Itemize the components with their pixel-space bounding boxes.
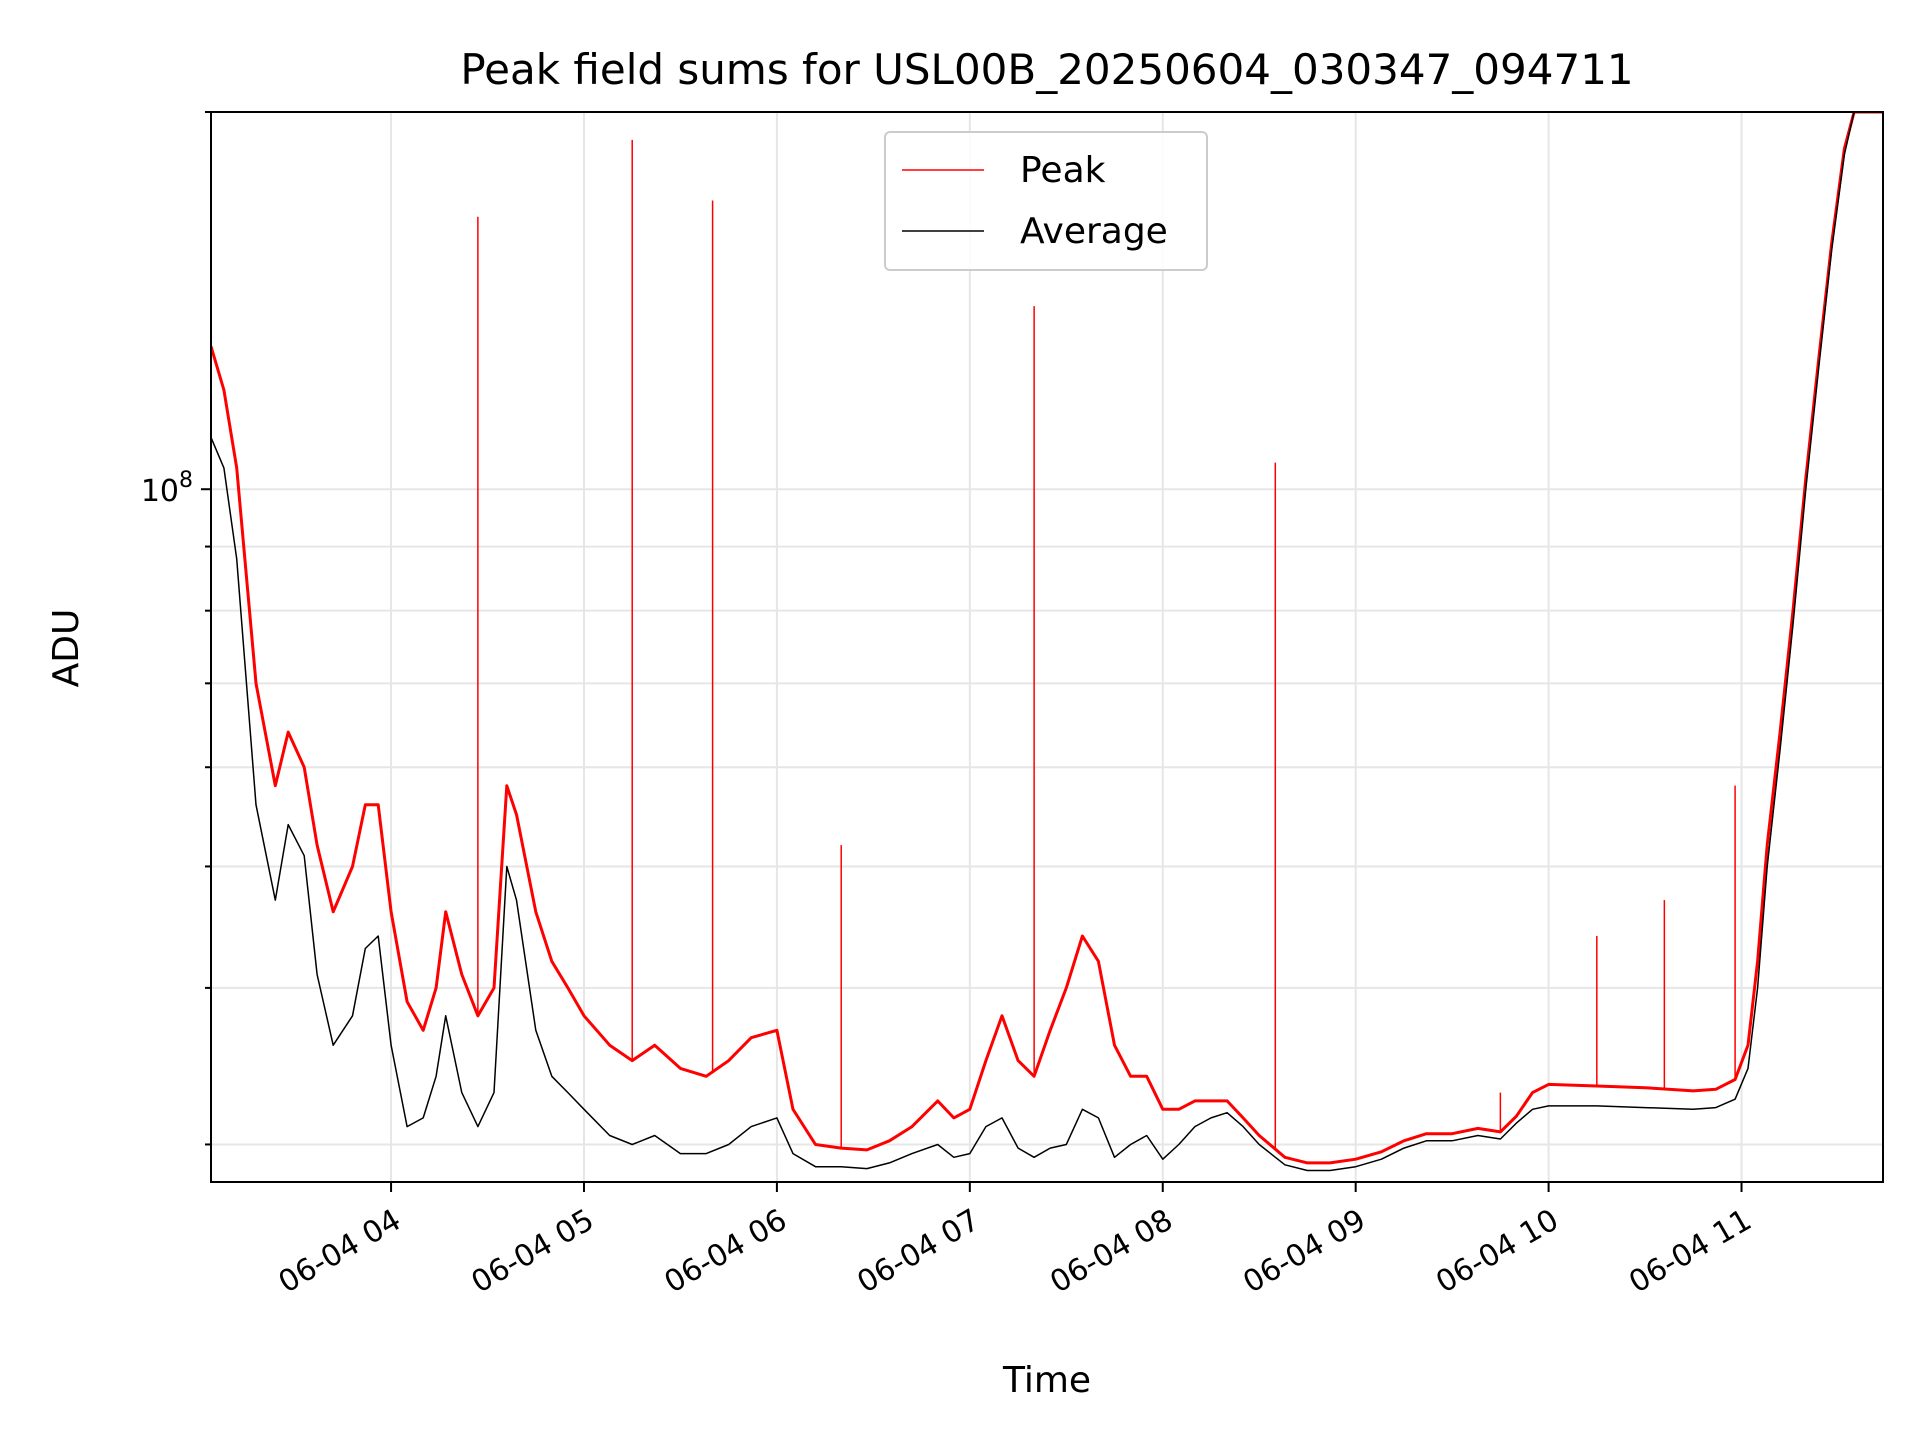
x-axis-label: Time — [1002, 1360, 1091, 1401]
series-line-average — [211, 112, 1883, 1172]
chart-title: Peak field sums for USL00B_20250604_0303… — [460, 45, 1633, 94]
y-axis-ticks: 108 — [141, 111, 211, 1146]
series-layer — [211, 112, 1883, 1172]
series-line-peak — [211, 112, 1883, 1165]
y-axis-label: ADU — [46, 609, 87, 688]
legend-label-average: Average — [1020, 211, 1168, 252]
legend-label-peak: Peak — [1020, 150, 1106, 191]
plot-frame — [210, 111, 1884, 1183]
legend: Peak Average — [884, 131, 1208, 271]
y-tick-label: 108 — [141, 468, 193, 509]
legend-box — [884, 131, 1208, 271]
